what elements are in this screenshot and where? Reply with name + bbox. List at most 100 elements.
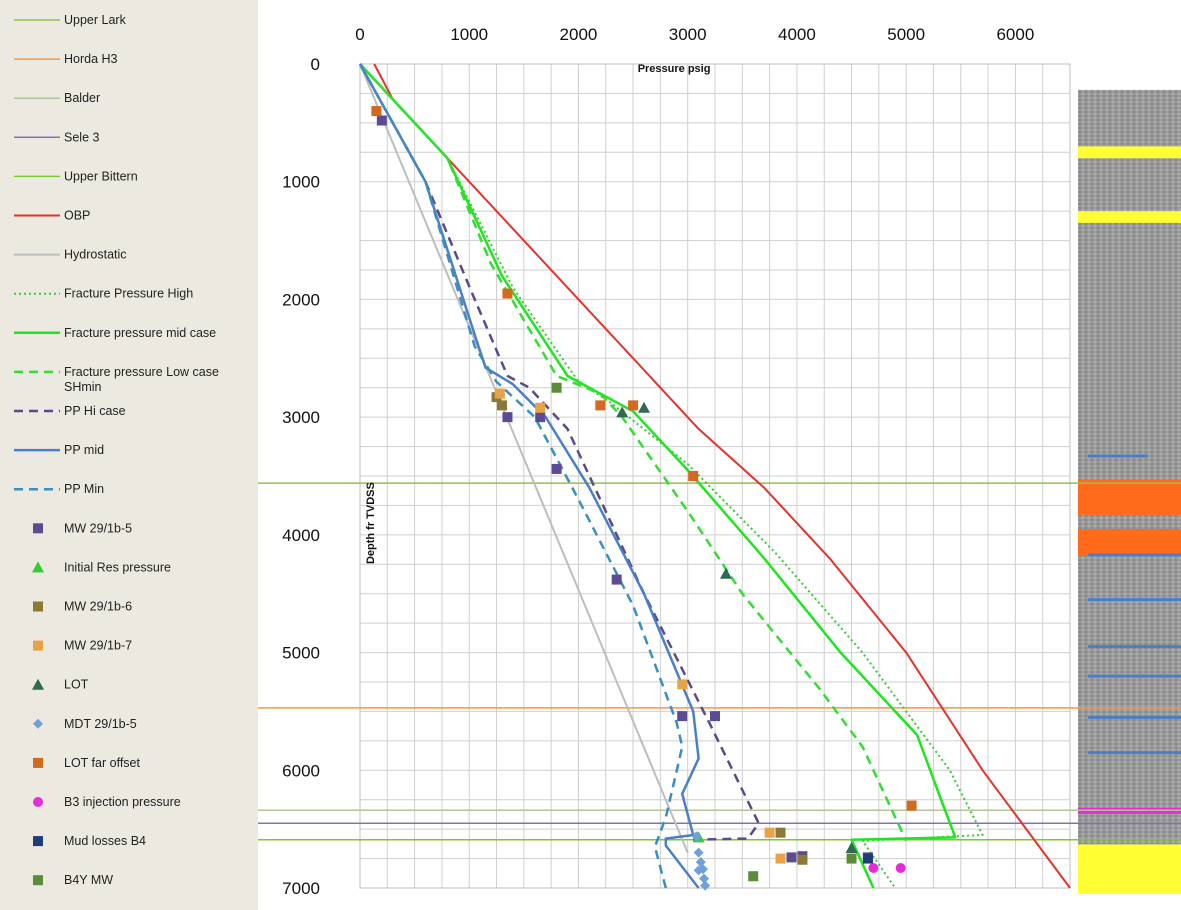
- legend-entry: Horda H3: [14, 52, 118, 66]
- data-point: [693, 847, 704, 858]
- y-tick-label: 6000: [282, 761, 320, 780]
- series-line: [359, 63, 689, 854]
- y-tick-label: 7000: [282, 879, 320, 898]
- tick-labels: 0 1000 2000 3000 4000 5000 6000 0 1000 2000 3000 40…: [282, 25, 1034, 898]
- legend-entry: Initial Res pressure: [32, 560, 171, 574]
- data-point: [611, 574, 622, 585]
- data-point: [906, 800, 917, 811]
- legend: Upper Lark Horda H3 Balder Sele 3 Upper Bitt…: [14, 13, 219, 887]
- legend-label: Initial Res pressure: [64, 560, 171, 574]
- x-tick-label: 3000: [669, 25, 707, 44]
- data-point: [497, 400, 507, 411]
- legend-marker: [33, 875, 43, 886]
- legend-entry: Hydrostatic: [14, 248, 127, 262]
- legend-entry: LOT: [32, 678, 89, 692]
- legend-entry: Upper Bittern: [14, 169, 138, 183]
- legend-label: MW 29/1b-5: [64, 521, 132, 535]
- lithology-band-sand: [1078, 211, 1181, 223]
- legend-marker: [33, 718, 43, 729]
- data-point: [693, 865, 704, 876]
- data-point: [551, 463, 562, 474]
- legend-marker: [32, 561, 44, 573]
- x-tick-label: 0: [355, 25, 364, 44]
- legend-entry: MW 29/1b-5: [33, 521, 132, 535]
- legend-label: PP mid: [64, 443, 104, 457]
- lithology-band-orange: [1078, 479, 1181, 515]
- data-point: [691, 831, 702, 842]
- legend-entry: PP Hi case: [14, 404, 126, 418]
- legend-entry: MW 29/1b-6: [33, 600, 132, 614]
- legend-marker: [32, 678, 44, 690]
- lithology-band-sand: [1078, 146, 1181, 159]
- data-point: [502, 412, 513, 423]
- data-point: [699, 873, 710, 884]
- series-line: [358, 63, 760, 841]
- formation-tops: [258, 482, 1181, 841]
- legend-marker: [33, 640, 43, 651]
- legend-marker: [33, 836, 43, 847]
- lithology-background: [1078, 89, 1181, 845]
- legend-label: MDT 29/1b-5: [64, 717, 137, 731]
- data-point: [595, 400, 606, 411]
- data-point: [376, 115, 387, 126]
- legend-label: PP Hi case: [64, 404, 126, 418]
- data-point: [895, 862, 906, 873]
- x-tick-label: 5000: [887, 25, 925, 44]
- data-point: [845, 841, 858, 853]
- chart-plot: 0 1000 2000 3000 4000 5000 6000 0 1000 2000 3000 40…: [258, 25, 1181, 898]
- data-point: [677, 679, 688, 690]
- legend-label: MW 29/1b-7: [64, 639, 132, 653]
- legend-label: Upper Lark: [64, 13, 127, 27]
- data-point: [700, 880, 711, 891]
- data-point: [551, 382, 562, 393]
- data-point: [688, 471, 699, 481]
- legend-label: Fracture pressure mid case: [64, 326, 216, 340]
- legend-entry: Mud losses B4: [33, 834, 146, 848]
- legend-marker: [33, 757, 43, 768]
- data-point: [786, 852, 797, 863]
- y-tick-label: 3000: [282, 408, 320, 427]
- y-tick-label: 0: [311, 55, 320, 74]
- series-line: [358, 63, 700, 889]
- data-point: [616, 406, 629, 418]
- legend-label: Balder: [64, 91, 100, 105]
- legend-entry: LOT far offset: [33, 756, 140, 770]
- markers: [371, 106, 917, 891]
- x-tick-label: 2000: [560, 25, 598, 44]
- legend-entry: OBP: [14, 209, 90, 223]
- legend-label: Upper Bittern: [64, 169, 138, 183]
- series-line: [359, 63, 984, 889]
- y-tick-label: 1000: [282, 173, 320, 192]
- legend-label: MW 29/1b-6: [64, 600, 132, 614]
- data-point: [775, 827, 786, 838]
- data-point: [764, 827, 775, 838]
- y-tick-label: 4000: [282, 526, 320, 545]
- data-point: [748, 871, 759, 882]
- legend-marker: [33, 797, 43, 807]
- lithology-band-orange: [1078, 528, 1181, 557]
- legend-entry: Upper Lark: [14, 13, 127, 27]
- data-point: [628, 400, 639, 411]
- legend-entry: Balder: [14, 91, 100, 105]
- legend-label: PP Min: [64, 482, 104, 496]
- legend-label: Horda H3: [64, 52, 118, 66]
- y-tick-label: 5000: [282, 644, 320, 663]
- legend-label: SHmin: [64, 380, 102, 394]
- legend-marker: [33, 523, 43, 534]
- y-axis-title: Depth fr TVDSS: [365, 482, 377, 564]
- x-tick-label: 4000: [778, 25, 816, 44]
- y-tick-label: 2000: [282, 290, 320, 309]
- x-axis-title: Pressure psig: [638, 63, 711, 75]
- data-point: [638, 401, 650, 413]
- legend-label: Sele 3: [64, 130, 99, 144]
- x-tick-label: 1000: [450, 25, 488, 44]
- legend-label: Mud losses B4: [64, 834, 146, 848]
- data-point: [775, 853, 786, 864]
- data-point: [846, 853, 857, 864]
- x-tick-label: 6000: [996, 25, 1034, 44]
- data-point: [868, 862, 879, 873]
- series-line: [358, 63, 684, 889]
- legend-label: Fracture pressure Low case: [64, 365, 219, 379]
- data-point: [862, 853, 873, 864]
- legend-entry: Sele 3: [14, 130, 99, 144]
